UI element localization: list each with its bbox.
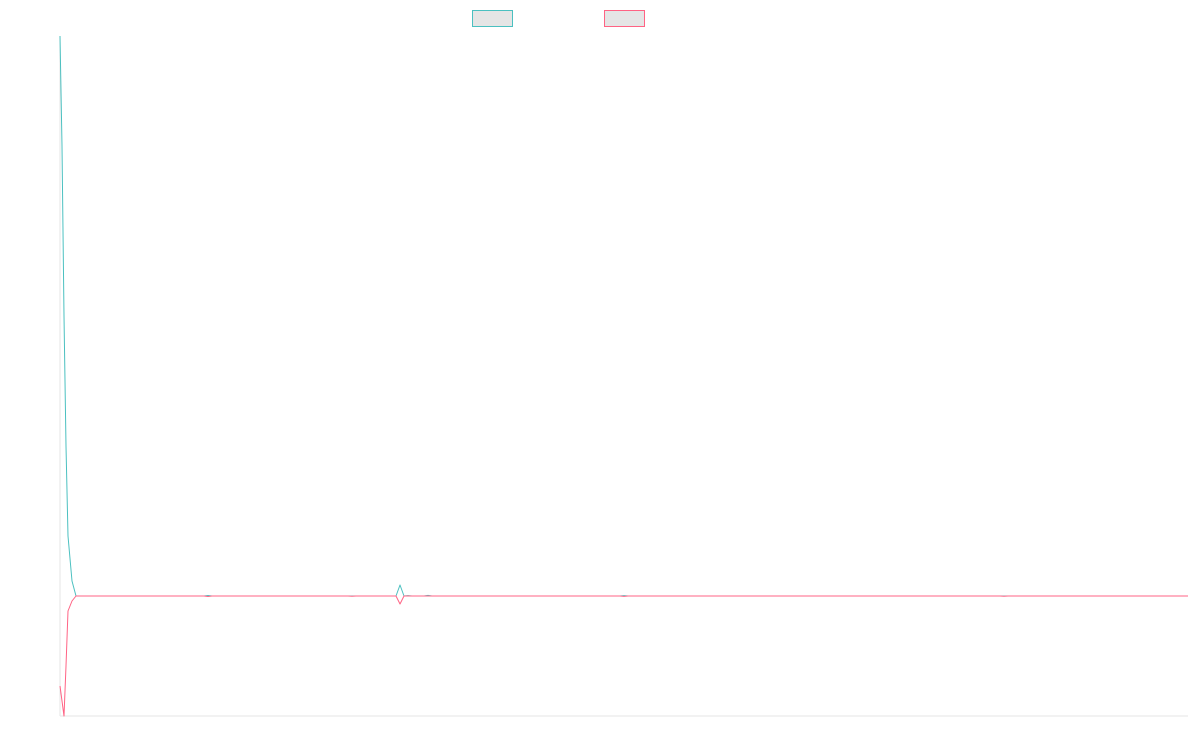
legend-swatch-2[interactable] — [604, 10, 645, 27]
series-line-2 — [59, 595, 1188, 717]
plot-area — [59, 35, 1188, 717]
legend-swatch-1[interactable] — [472, 10, 513, 27]
axes — [59, 36, 1188, 717]
series-line-1 — [59, 35, 1188, 597]
legend-item-2[interactable] — [604, 10, 645, 27]
legend[interactable] — [472, 10, 645, 27]
legend-item-1[interactable] — [472, 10, 513, 27]
